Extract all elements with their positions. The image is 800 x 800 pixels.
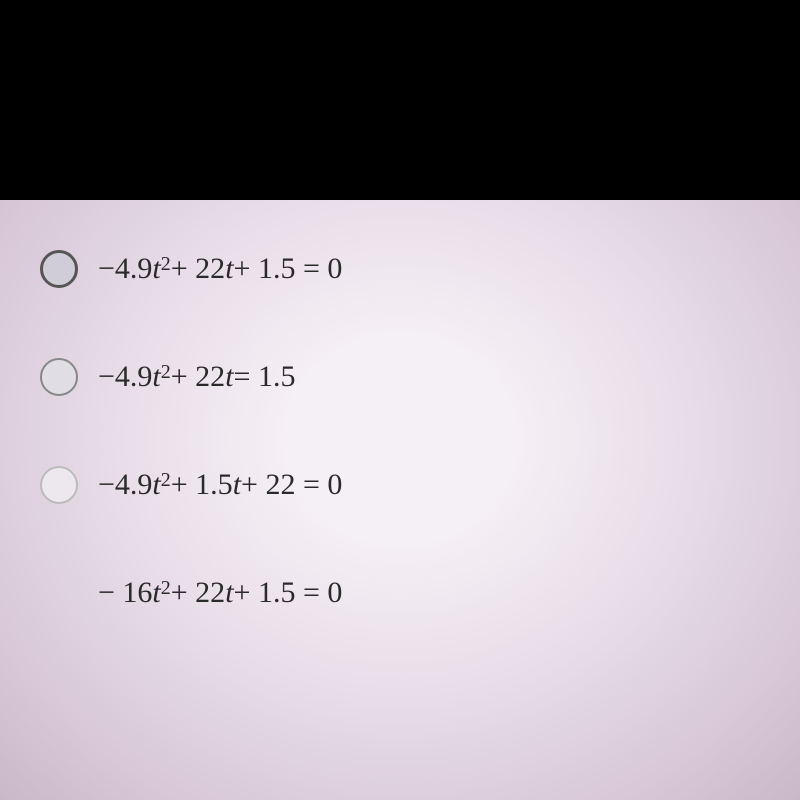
eq-suffix: + 22 = 0 bbox=[241, 468, 342, 502]
option-1[interactable]: −4.9t2 + 22t + 1.5 = 0 bbox=[40, 250, 760, 288]
eq-mid: + 22 bbox=[171, 576, 225, 610]
eq-var: t bbox=[152, 576, 160, 610]
eq-var: t bbox=[225, 576, 233, 610]
eq-mid: + 1.5 bbox=[171, 468, 233, 502]
eq-mid: + 22 bbox=[171, 252, 225, 286]
eq-exp: 2 bbox=[161, 469, 171, 492]
equation-4: − 16t2 + 22t + 1.5 = 0 bbox=[98, 576, 342, 610]
quiz-options-area: −4.9t2 + 22t + 1.5 = 0 −4.9t2 + 22t = 1.… bbox=[0, 200, 800, 800]
eq-prefix: −4.9 bbox=[98, 360, 152, 394]
radio-button-3[interactable] bbox=[40, 466, 78, 504]
radio-button-2[interactable] bbox=[40, 358, 78, 396]
option-3[interactable]: −4.9t2 + 1.5t + 22 = 0 bbox=[40, 466, 760, 504]
radio-placeholder-4 bbox=[40, 574, 78, 612]
option-4[interactable]: − 16t2 + 22t + 1.5 = 0 bbox=[40, 574, 760, 612]
eq-exp: 2 bbox=[161, 361, 171, 384]
eq-var: t bbox=[152, 252, 160, 286]
equation-2: −4.9t2 + 22t = 1.5 bbox=[98, 360, 295, 394]
eq-var: t bbox=[233, 468, 241, 502]
eq-var: t bbox=[152, 360, 160, 394]
eq-suffix: + 1.5 = 0 bbox=[234, 252, 343, 286]
eq-var: t bbox=[225, 360, 233, 394]
eq-prefix: − 16 bbox=[98, 576, 152, 610]
screenshot-container: −4.9t2 + 22t + 1.5 = 0 −4.9t2 + 22t = 1.… bbox=[0, 0, 800, 800]
eq-var: t bbox=[225, 252, 233, 286]
eq-exp: 2 bbox=[161, 577, 171, 600]
black-bar bbox=[0, 0, 800, 200]
eq-exp: 2 bbox=[161, 253, 171, 276]
eq-var: t bbox=[152, 468, 160, 502]
equation-1: −4.9t2 + 22t + 1.5 = 0 bbox=[98, 252, 342, 286]
eq-mid: + 22 bbox=[171, 360, 225, 394]
equation-3: −4.9t2 + 1.5t + 22 = 0 bbox=[98, 468, 342, 502]
eq-prefix: −4.9 bbox=[98, 252, 152, 286]
eq-suffix: + 1.5 = 0 bbox=[234, 576, 343, 610]
eq-prefix: −4.9 bbox=[98, 468, 152, 502]
option-2[interactable]: −4.9t2 + 22t = 1.5 bbox=[40, 358, 760, 396]
radio-button-1[interactable] bbox=[40, 250, 78, 288]
eq-suffix: = 1.5 bbox=[234, 360, 296, 394]
